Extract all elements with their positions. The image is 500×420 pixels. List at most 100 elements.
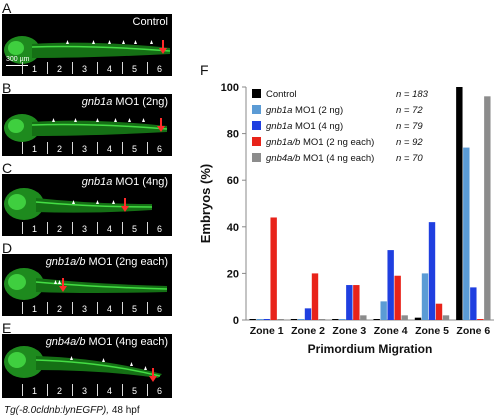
zone-separator <box>97 62 98 74</box>
legend-n-label: n = 183 <box>396 89 429 100</box>
zone-number: 2 <box>56 224 62 234</box>
zone-number: 1 <box>31 144 37 154</box>
bar <box>380 301 387 320</box>
legend-label: gnb1a MO1 (2 ng) <box>266 105 343 116</box>
zone-separator <box>72 302 73 314</box>
zone-separator <box>147 302 148 314</box>
bar <box>401 315 408 320</box>
y-axis-label: Embryos (%) <box>198 164 213 243</box>
zone-number: 1 <box>31 64 37 74</box>
zone-number: 2 <box>56 64 62 74</box>
bar <box>470 287 477 320</box>
panel-title: gnb1a MO1 (4ng) <box>81 176 168 188</box>
bar <box>435 303 443 320</box>
zone-ruler: 1 2 3 4 5 6 <box>2 140 172 154</box>
bar <box>332 319 339 320</box>
panel-title: Control <box>132 16 168 28</box>
embryo-panel-c: gnb1a MO1 (4ng) 1 2 3 4 5 6 <box>2 174 172 236</box>
zone-number: 2 <box>56 386 62 396</box>
zone-ruler: 1 2 3 4 5 6 <box>2 382 172 396</box>
y-tick-label: 100 <box>221 82 239 94</box>
zone-number: 2 <box>56 304 62 314</box>
bar <box>421 273 429 320</box>
bar <box>249 319 256 320</box>
zone-separator <box>122 384 123 396</box>
zone-separator <box>147 62 148 74</box>
zone-separator <box>72 384 73 396</box>
zone-separator <box>47 302 48 314</box>
zone-separator <box>97 302 98 314</box>
y-tick-label: 20 <box>227 268 239 280</box>
panel-letter-d: D <box>2 240 13 256</box>
scale-bar-label: 300 µm <box>6 56 30 63</box>
panel-letter-b: B <box>2 80 12 96</box>
x-tick-label: Zone 4 <box>374 325 408 337</box>
zone-separator <box>72 62 73 74</box>
zone-number: 6 <box>156 144 162 154</box>
bar <box>428 222 436 320</box>
zone-ruler: 1 2 3 4 5 6 <box>2 60 172 74</box>
bar <box>263 319 270 320</box>
legend-label: gnb1a/b MO1 (2 ng each) <box>266 137 374 148</box>
y-tick-label: 80 <box>227 129 239 141</box>
zone-number: 4 <box>106 64 112 74</box>
zone-separator <box>22 222 23 234</box>
zone-separator <box>22 384 23 396</box>
x-axis-label: Primordium Migration <box>308 342 433 356</box>
legend-swatch <box>252 121 261 130</box>
zone-separator <box>97 142 98 154</box>
zone-number: 6 <box>156 386 162 396</box>
bar <box>353 285 360 320</box>
bar <box>290 319 298 320</box>
legend-label: Control <box>266 89 297 100</box>
x-tick-label: Zone 6 <box>456 325 490 337</box>
y-tick-label: 40 <box>227 222 239 234</box>
panel-letter-f: F <box>200 62 209 78</box>
legend-label: gnb4a/b MO1 (4 ng each) <box>266 153 374 164</box>
embryo-panel-a: 300 µm Control 1 2 3 4 5 6 <box>2 14 172 76</box>
legend-label: gnb1a MO1 (4 ng) <box>266 121 343 132</box>
bar <box>360 315 367 320</box>
zone-separator <box>122 62 123 74</box>
zone-separator <box>72 142 73 154</box>
bar <box>442 315 450 320</box>
zone-separator <box>97 384 98 396</box>
zone-number: 4 <box>106 224 112 234</box>
zone-separator <box>47 222 48 234</box>
zone-number: 5 <box>131 304 137 314</box>
embryo-image <box>4 268 168 300</box>
zone-number: 5 <box>131 386 137 396</box>
bar <box>414 317 422 320</box>
legend-swatch <box>252 137 261 146</box>
bar <box>456 87 463 320</box>
y-tick-label: 60 <box>227 175 239 187</box>
zone-number: 1 <box>31 304 37 314</box>
panel-letter-e: E <box>2 320 12 336</box>
zone-number: 6 <box>156 64 162 74</box>
zone-number: 1 <box>31 386 37 396</box>
zone-separator <box>22 142 23 154</box>
embryo-panel-e: gnb4a/b MO1 (4ng each) 1 2 3 4 5 6 <box>2 334 172 398</box>
zone-number: 4 <box>106 144 112 154</box>
legend-swatch <box>252 153 261 162</box>
zone-separator <box>47 384 48 396</box>
panel-title: gnb1a MO1 (2ng) <box>81 96 168 108</box>
panel-title: gnb4a/b MO1 (4ng each) <box>45 336 168 348</box>
zone-number: 1 <box>31 224 37 234</box>
embryo-panel-b: gnb1a MO1 (2ng) 1 2 3 4 5 6 <box>2 94 172 156</box>
zone-separator <box>147 384 148 396</box>
legend-n-label: n = 70 <box>396 153 423 164</box>
x-tick-label: Zone 2 <box>291 325 325 337</box>
embryo-image <box>4 188 153 220</box>
scale-bar <box>6 65 28 66</box>
embryo-image <box>4 36 171 64</box>
x-tick-label: Zone 5 <box>415 325 449 337</box>
legend-swatch <box>252 105 261 114</box>
bar <box>346 285 353 320</box>
zone-number: 5 <box>131 144 137 154</box>
legend-n-label: n = 72 <box>396 105 423 116</box>
bar <box>318 319 326 320</box>
bar <box>304 308 312 320</box>
zone-number: 3 <box>81 386 87 396</box>
embryo-image <box>4 346 162 382</box>
